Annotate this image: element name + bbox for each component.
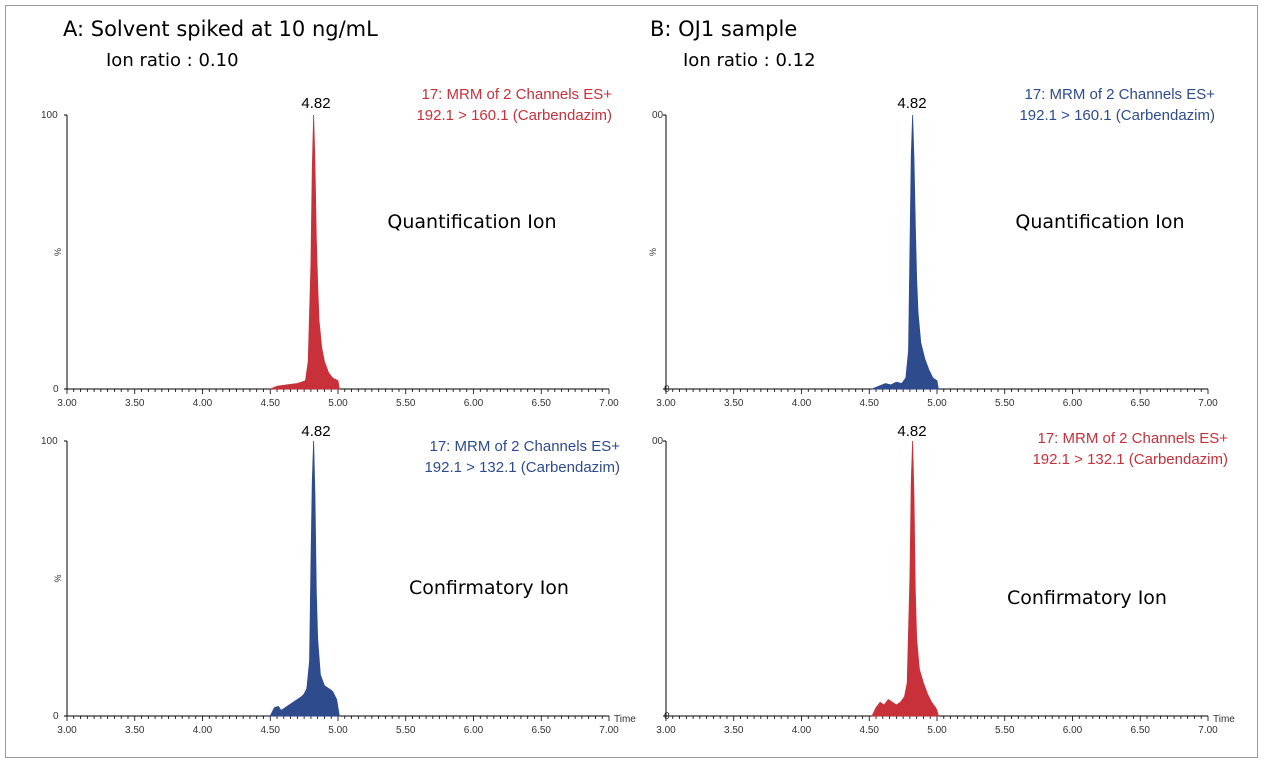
chart-4-x-tick-label: 4.50 xyxy=(860,725,880,736)
chart-2-ion-annotation: Quantification Ion xyxy=(1015,211,1184,233)
chart-1-x-ticks xyxy=(66,389,610,394)
chart-4-x-tick-label: 7.00 xyxy=(1198,725,1218,736)
chart-3-x-tick-label: 3.00 xyxy=(57,725,77,736)
chart-1-y-label-bottom: 0 xyxy=(53,384,59,395)
chart-4-ion-annotation: Confirmatory Ion xyxy=(1007,587,1167,609)
chart-2-x-tick-label: 4.00 xyxy=(792,398,812,409)
chart-2-x-tick-label: 7.00 xyxy=(1198,398,1218,409)
chart-4-channel-line-1: 17: MRM of 2 Channels ES+ xyxy=(1037,430,1228,447)
chart-2-channel-line-1: 17: MRM of 2 Channels ES+ xyxy=(1024,86,1215,103)
chart-4-x-title: Time xyxy=(1213,714,1235,725)
chart-3-peak-area xyxy=(269,440,340,717)
chart-3-peak-label: 4.82 xyxy=(301,423,330,440)
chart-3-x-tick-label: 3.50 xyxy=(125,725,145,736)
chart-4-x-tick-label: 6.50 xyxy=(1131,725,1151,736)
chart-3-x-tick-label: 6.00 xyxy=(464,725,484,736)
chart-3-ion-annotation: Confirmatory Ion xyxy=(409,577,569,599)
chart-4-channel-line-2: 192.1 > 132.1 (Carbendazim) xyxy=(1032,451,1228,468)
chart-2-y-label-percent: % xyxy=(648,248,658,256)
chart-2-x-tick-label: 6.00 xyxy=(1063,398,1083,409)
chart-2-x-tick-label: 3.00 xyxy=(656,398,676,409)
panel-b-ion-ratio: Ion ratio : 0.12 xyxy=(683,50,816,71)
chart-1-ion-annotation: Quantification Ion xyxy=(387,211,556,233)
chart-2-x-tick-label: 5.00 xyxy=(927,398,947,409)
panel-b-title: B: OJ1 sample xyxy=(650,17,798,41)
chart-2-x-ticks xyxy=(665,389,1209,394)
figure-frame xyxy=(5,5,1258,758)
chart-4-y-label-bottom: 0 xyxy=(664,711,670,722)
chart-1-peak-label: 4.82 xyxy=(301,95,330,112)
chart-2-peak-label: 4.82 xyxy=(897,95,926,112)
chart-4-peak-area xyxy=(871,440,939,717)
chart-1-x-tick-label: 6.50 xyxy=(532,398,552,409)
chart-4-x-tick-label: 3.00 xyxy=(656,725,676,736)
chart-4-y-label-top: 00 xyxy=(652,436,664,447)
chart-4-x-tick-label: 5.50 xyxy=(995,725,1015,736)
chart-3-x-tick-label: 5.50 xyxy=(396,725,416,736)
chart-3-x-tick-label: 6.50 xyxy=(532,725,552,736)
chart-4-x-ticks xyxy=(665,716,1209,721)
chart-2-x-tick-label: 4.50 xyxy=(860,398,880,409)
chart-3-y-label-top: 100 xyxy=(41,436,58,447)
chart-2-x-tick-label: 6.50 xyxy=(1131,398,1151,409)
chart-1-x-tick-label: 7.00 xyxy=(599,398,619,409)
chart-4-x-tick-label: 3.50 xyxy=(724,725,744,736)
panel-a-ion-ratio: Ion ratio : 0.10 xyxy=(106,50,239,71)
chart-2-x-tick-label: 3.50 xyxy=(724,398,744,409)
chart-4-peak-label: 4.82 xyxy=(897,423,926,440)
chart-1-peak-area xyxy=(270,114,340,390)
chart-4-x-tick-label: 5.00 xyxy=(927,725,947,736)
panel-a-title: A: Solvent spiked at 10 ng/mL xyxy=(63,17,378,41)
chart-3-x-tick-label: 4.50 xyxy=(261,725,281,736)
chart-2-peak-area xyxy=(871,114,939,390)
chart-1-y-label-percent: % xyxy=(53,248,63,256)
chart-4-x-tick-label: 4.00 xyxy=(792,725,812,736)
chart-3-x-title: Time xyxy=(614,714,636,725)
chart-1-x-tick-label: 4.00 xyxy=(193,398,213,409)
chart-1-channel-line-2: 192.1 > 160.1 (Carbendazim) xyxy=(416,107,612,124)
chart-2-y-label-top: 00 xyxy=(652,110,664,121)
chart-2-x-tick-label: 5.50 xyxy=(995,398,1015,409)
chart-1-x-tick-label: 3.00 xyxy=(57,398,77,409)
chart-3-y-label-bottom: 0 xyxy=(53,711,59,722)
chart-3-x-tick-label: 5.00 xyxy=(328,725,348,736)
chart-1-x-tick-label: 6.00 xyxy=(464,398,484,409)
chart-2-y-label-bottom: 0 xyxy=(664,384,670,395)
chart-3-channel-line-2: 192.1 > 132.1 (Carbendazim) xyxy=(424,459,620,476)
chart-2-channel-line-2: 192.1 > 160.1 (Carbendazim) xyxy=(1019,107,1215,124)
chart-1-x-tick-label: 5.00 xyxy=(328,398,348,409)
chart-3-y-label-percent: % xyxy=(53,574,63,582)
chart-1-y-label-top: 100 xyxy=(41,110,58,121)
chart-3-x-tick-label: 7.00 xyxy=(599,725,619,736)
chart-4-x-tick-label: 6.00 xyxy=(1063,725,1083,736)
chart-3-channel-line-1: 17: MRM of 2 Channels ES+ xyxy=(429,438,620,455)
chart-3-x-tick-label: 4.00 xyxy=(193,725,213,736)
chart-1-x-tick-label: 4.50 xyxy=(261,398,281,409)
chart-1-x-tick-label: 5.50 xyxy=(396,398,416,409)
chart-1-x-tick-label: 3.50 xyxy=(125,398,145,409)
chart-1-channel-line-1: 17: MRM of 2 Channels ES+ xyxy=(421,86,612,103)
chart-3-x-ticks xyxy=(66,716,610,721)
